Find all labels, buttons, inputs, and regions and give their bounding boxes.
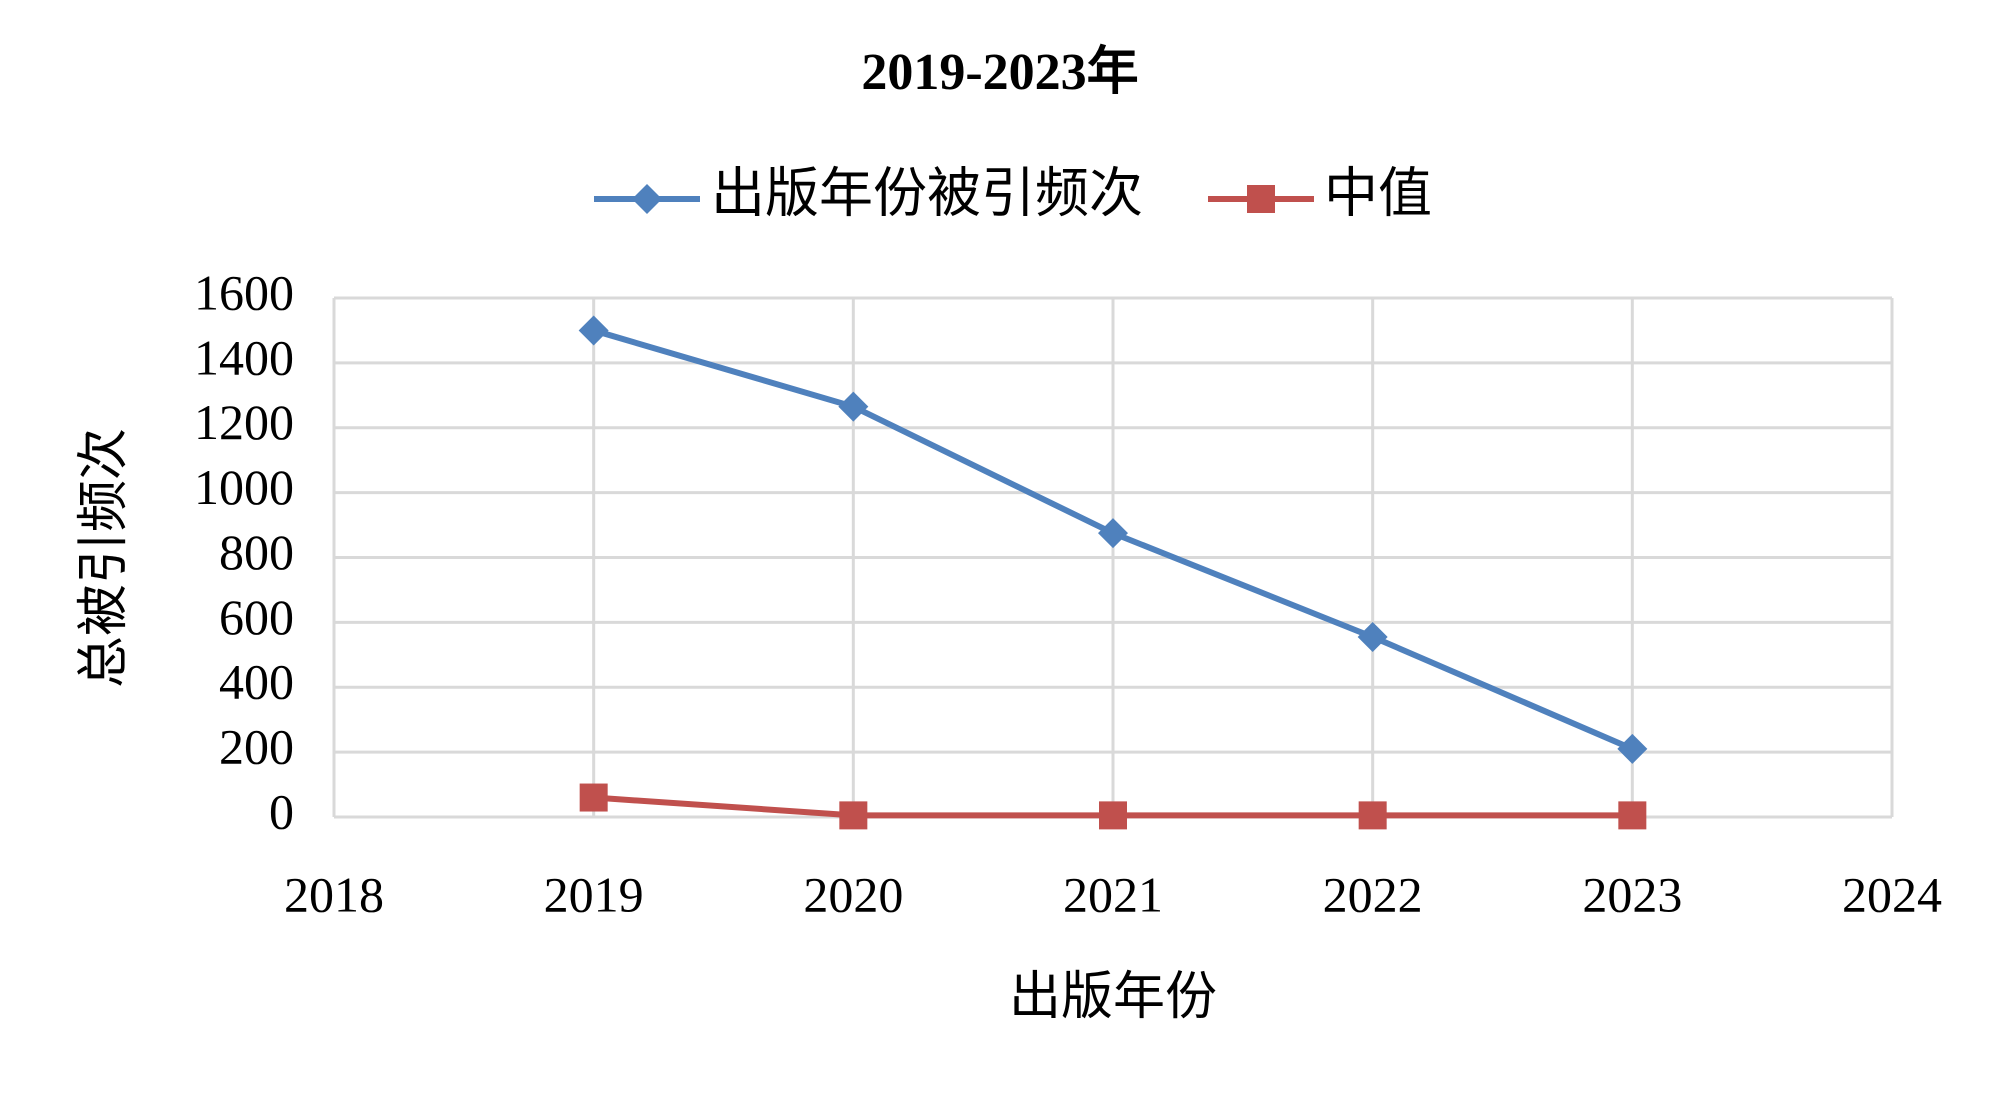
data-point <box>1357 621 1388 652</box>
legend-marker <box>632 184 662 214</box>
data-point <box>839 801 868 830</box>
data-point <box>838 391 869 422</box>
data-point <box>579 783 608 812</box>
x-tick-label: 2019 <box>544 866 644 922</box>
x-tick-label: 2023 <box>1582 866 1682 922</box>
data-point <box>1098 518 1128 549</box>
x-axis-title: 出版年份 <box>1009 969 1217 1026</box>
y-tick-label: 0 <box>269 783 294 839</box>
data-point <box>578 315 609 346</box>
legend-label: 出版年份被引频次 <box>711 163 1143 223</box>
x-tick-label: 2022 <box>1323 866 1423 922</box>
x-tick-label: 2018 <box>284 866 384 922</box>
chart-title: 2019-2023年 <box>861 43 1138 101</box>
y-tick-label: 1000 <box>194 459 294 515</box>
legend-marker <box>1247 185 1275 213</box>
data-point <box>1099 801 1127 830</box>
x-tick-label: 2024 <box>1842 866 1942 922</box>
y-tick-label: 800 <box>219 524 294 580</box>
y-tick-label: 200 <box>219 719 294 775</box>
y-axis-title: 总被引频次 <box>76 428 133 688</box>
data-point <box>1618 801 1647 830</box>
data-point <box>1617 733 1648 764</box>
y-tick-label: 1400 <box>194 329 294 385</box>
x-tick-label: 2021 <box>1063 866 1163 922</box>
legend-label: 中值 <box>1324 163 1432 223</box>
y-tick-label: 1200 <box>194 394 294 450</box>
y-tick-label: 600 <box>219 589 294 645</box>
data-point <box>1358 801 1387 830</box>
x-tick-label: 2020 <box>803 866 903 922</box>
y-tick-label: 400 <box>219 654 294 710</box>
y-tick-label: 1600 <box>194 264 294 320</box>
